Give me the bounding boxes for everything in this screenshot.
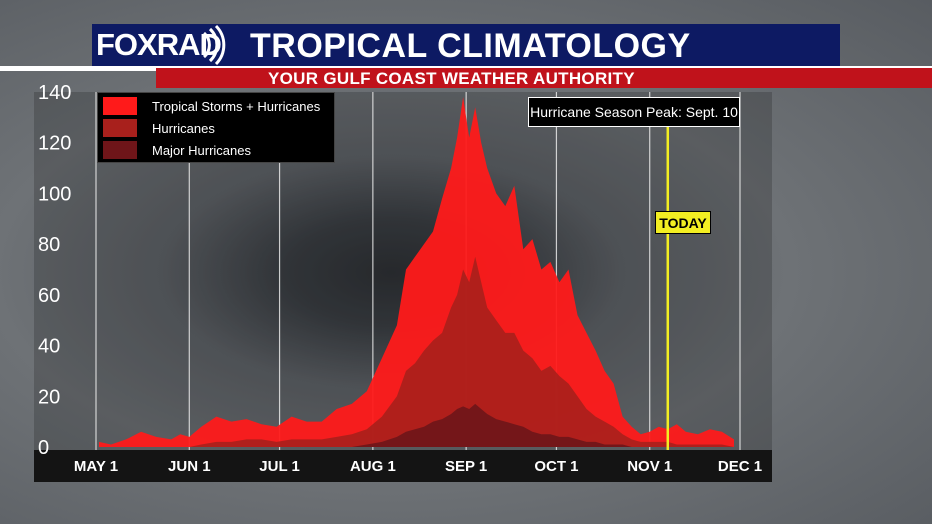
x-tick-label: JUN 1 — [168, 458, 211, 475]
x-tick-label: AUG 1 — [350, 458, 396, 475]
x-tick-label: DEC 1 — [718, 458, 762, 475]
legend-item: Major Hurricanes — [103, 141, 251, 159]
foxrad-logo: FOXRAD — [92, 24, 242, 66]
x-tick-label: SEP 1 — [445, 458, 487, 475]
area-series-2 — [99, 256, 734, 447]
legend-swatch — [103, 141, 137, 159]
y-tick-label: 80 — [38, 234, 60, 256]
legend-label: Major Hurricanes — [152, 142, 251, 158]
legend-swatch — [103, 97, 137, 115]
y-tick-label: 120 — [38, 133, 71, 155]
legend-swatch — [103, 119, 137, 137]
page-title: TROPICAL CLIMATOLOGY — [250, 27, 691, 65]
radar-rings-icon — [202, 24, 226, 66]
logo-text: FOXRAD — [96, 27, 222, 62]
y-tick-label: 100 — [38, 183, 71, 205]
x-tick-label: NOV 1 — [627, 458, 672, 475]
area-series-1 — [99, 97, 734, 447]
y-tick-label: 60 — [38, 285, 60, 307]
x-tick-label: OCT 1 — [534, 458, 578, 475]
page-subtitle: YOUR GULF COAST WEATHER AUTHORITY — [268, 69, 635, 88]
header-subtitle-bar — [156, 68, 932, 88]
legend-item: Tropical Storms + Hurricanes — [103, 97, 320, 115]
legend-item: Hurricanes — [103, 119, 215, 137]
x-axis-bar — [34, 450, 772, 482]
chart-legend: Tropical Storms + Hurricanes Hurricanes … — [97, 92, 335, 163]
legend-label: Hurricanes — [152, 120, 215, 136]
y-tick-label: 20 — [38, 386, 60, 408]
y-tick-label: 140 — [38, 82, 71, 104]
area-series-3 — [99, 403, 734, 447]
y-tick-label: 0 — [38, 437, 49, 459]
today-label: TODAY — [655, 211, 711, 234]
x-tick-label: JUL 1 — [259, 458, 300, 475]
legend-label: Tropical Storms + Hurricanes — [152, 98, 321, 114]
peak-annotation: Hurricane Season Peak: Sept. 10 — [528, 97, 740, 127]
x-tick-label: MAY 1 — [74, 458, 118, 475]
y-tick-label: 40 — [38, 336, 60, 358]
